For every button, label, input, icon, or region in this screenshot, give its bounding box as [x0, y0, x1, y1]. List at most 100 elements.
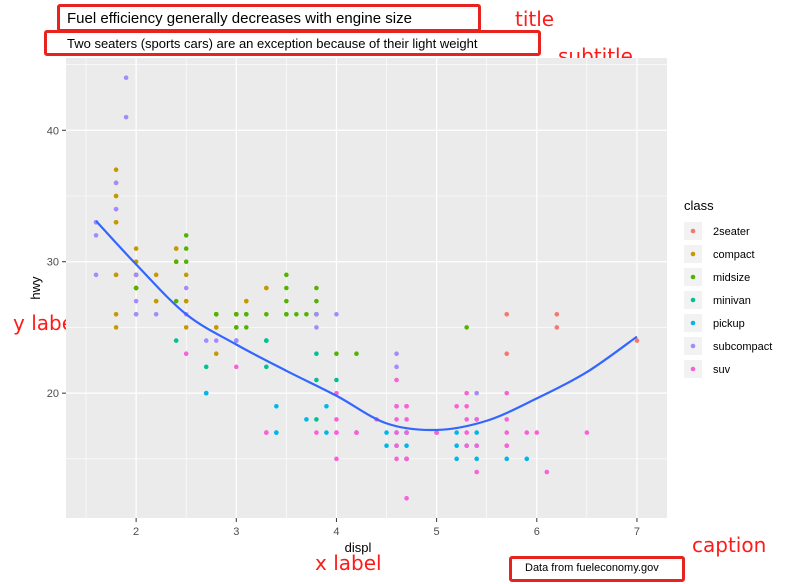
point-compact [244, 298, 249, 304]
point-suv [544, 469, 550, 475]
point-subcompact [133, 298, 139, 304]
x-tick-label: 4 [333, 526, 339, 538]
y-tick-label: 20 [47, 388, 59, 400]
point-subcompact [113, 206, 119, 212]
point-compact [213, 351, 219, 357]
point-subcompact [474, 390, 479, 396]
point-compact [113, 219, 119, 225]
grid-major [66, 58, 667, 518]
point-compact [183, 298, 189, 304]
legend-key-minivan [690, 297, 696, 303]
point-suv [454, 403, 459, 409]
point-2seater [554, 311, 560, 317]
legend-label-2seater: 2seater [713, 226, 750, 238]
point-subcompact [203, 338, 209, 343]
point-suv [464, 390, 469, 396]
point-subcompact [314, 325, 319, 330]
annotation-caption: caption [692, 533, 767, 557]
point-midsize [284, 311, 289, 317]
point-subcompact [153, 311, 159, 317]
point-pickup [454, 443, 459, 449]
x-axis-label: displ [345, 540, 372, 555]
x-axis-ticks: 2 3 4 5 6 7 [133, 518, 640, 538]
point-suv [354, 430, 359, 435]
point-suv [534, 430, 540, 435]
point-suv [464, 430, 469, 435]
point-minivan [314, 417, 319, 422]
legend-key-midsize [690, 274, 696, 280]
point-suv [334, 456, 339, 462]
point-midsize [213, 311, 219, 317]
point-minivan [314, 377, 319, 383]
point-suv [584, 430, 590, 435]
point-compact [264, 285, 269, 291]
plot-panel [66, 58, 667, 518]
point-pickup [324, 403, 329, 409]
point-suv [394, 377, 399, 383]
point-pickup [384, 443, 389, 449]
point-compact [183, 325, 189, 330]
legend-key-subcompact [690, 343, 696, 349]
legend-key-2seater [690, 228, 696, 234]
chart-subtitle: Two seaters (sports cars) are an excepti… [67, 36, 478, 51]
chart-title: Fuel efficiency generally decreases with… [67, 10, 412, 27]
point-suv [314, 430, 319, 435]
point-midsize [294, 311, 299, 317]
point-midsize [264, 311, 269, 317]
point-minivan [264, 338, 269, 343]
point-pickup [274, 403, 279, 409]
point-subcompact [133, 311, 139, 317]
x-tick-label: 6 [534, 526, 540, 538]
point-compact [133, 246, 139, 251]
subtitle-highlight-box [44, 30, 541, 56]
legend-label-midsize: midsize [713, 272, 750, 284]
point-suv [474, 469, 479, 475]
x-tick-label: 3 [233, 526, 239, 538]
legend: class 2seater compact midsize minivan pickup… [684, 198, 772, 378]
point-subcompact [113, 180, 119, 186]
point-midsize [183, 246, 189, 251]
legend-key-pickup [690, 320, 696, 326]
x-tick-label: 2 [133, 526, 139, 538]
annotation-title: title [515, 7, 555, 31]
point-2seater [504, 311, 510, 317]
point-compact [113, 193, 119, 199]
point-midsize [284, 285, 289, 291]
point-suv [404, 417, 409, 422]
point-suv [394, 417, 399, 422]
x-tick-label: 5 [434, 526, 440, 538]
y-axis-ticks: 20 30 40 [47, 125, 66, 400]
point-2seater [634, 338, 640, 343]
point-compact [153, 298, 159, 304]
point-midsize [334, 351, 339, 357]
annotation-xlabel: x label [315, 551, 382, 575]
point-suv [404, 495, 409, 501]
point-suv [464, 417, 469, 422]
y-tick-label: 40 [47, 125, 59, 137]
point-pickup [404, 443, 409, 449]
point-minivan [334, 377, 339, 383]
legend-label-compact: compact [713, 249, 755, 261]
point-suv [183, 351, 189, 357]
point-subcompact [394, 351, 399, 357]
point-pickup [304, 417, 309, 422]
point-suv [404, 430, 409, 435]
legend-label-subcompact: subcompact [713, 341, 772, 353]
point-minivan [203, 364, 209, 370]
point-midsize [314, 298, 319, 304]
point-subcompact [213, 338, 219, 343]
legend-title: class [684, 198, 714, 213]
point-compact [113, 272, 119, 278]
smooth-trend-line [95, 220, 638, 432]
point-suv [474, 417, 479, 422]
point-pickup [384, 430, 389, 435]
point-compact [183, 272, 189, 278]
data-points [93, 75, 640, 501]
point-midsize [244, 311, 249, 317]
legend-key-compact [690, 251, 696, 257]
point-midsize [354, 351, 359, 357]
point-suv [404, 403, 409, 409]
y-tick-label: 30 [47, 257, 59, 269]
point-suv [474, 443, 479, 449]
